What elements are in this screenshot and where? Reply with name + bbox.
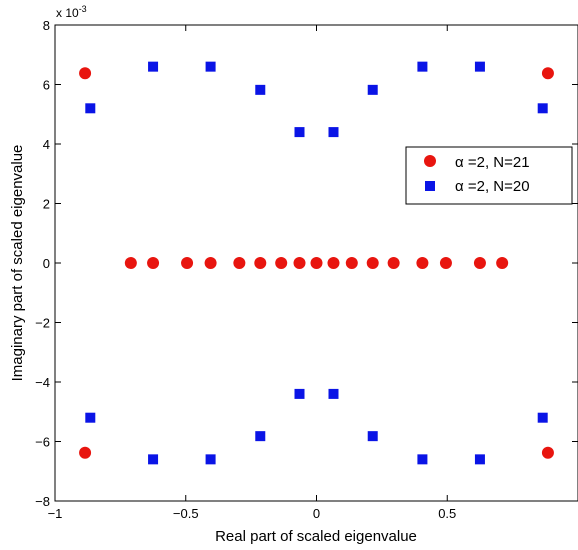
axes: −1 −0.5 0 0.5 −8 −6 −4 −2 0 2 4 6 8: [35, 18, 578, 521]
y-tick-label: −6: [35, 435, 50, 450]
data-point-circle-0: [275, 257, 288, 269]
data-point-circle-0: [204, 257, 217, 269]
data-point-square-1: [294, 388, 305, 399]
data-point-circle-0: [366, 257, 379, 269]
x-axis-label: Real part of scaled eigenvalue: [215, 528, 417, 545]
y-tick-label: −2: [35, 316, 50, 331]
data-point-square-1: [255, 84, 266, 95]
data-point-circle-0: [147, 257, 160, 269]
data-point-square-1: [474, 454, 485, 465]
x-tick-label: 0: [313, 506, 320, 521]
data-point-circle-0: [254, 257, 267, 269]
data-point-square-1: [148, 61, 159, 72]
data-point-circle-0: [345, 257, 358, 269]
y-tick-label: 0: [43, 256, 50, 271]
data-point-square-1: [205, 61, 216, 72]
data-point-circle-0: [124, 257, 137, 269]
y-exponent-label: x 10-3: [56, 4, 87, 20]
data-point-square-1: [417, 454, 428, 465]
data-point-circle-0: [416, 257, 429, 269]
data-point-square-1: [537, 412, 548, 423]
data-point-square-1: [205, 454, 216, 465]
legend-label-n20: α =2, N=20: [455, 178, 530, 195]
data-point-circle-0: [439, 257, 452, 269]
data-point-square-1: [328, 388, 339, 399]
data-point-circle-0: [541, 67, 554, 80]
data-point-circle-0: [387, 257, 400, 269]
data-point-square-1: [85, 103, 96, 114]
y-axis-label: Imaginary part of scaled eigenvalue: [9, 145, 26, 382]
legend-label-n21: α =2, N=21: [455, 154, 530, 171]
x-tick-label: 0.5: [438, 506, 456, 521]
data-point-circle-0: [233, 257, 246, 269]
data-point-square-1: [85, 412, 96, 423]
data-point-circle-0: [496, 257, 509, 269]
y-tick-label: 6: [43, 78, 50, 93]
data-point-circle-0: [181, 257, 194, 269]
data-point-square-1: [294, 127, 305, 138]
data-point-circle-0: [473, 257, 486, 269]
y-tick-label: 4: [43, 137, 50, 152]
data-point-circle-0: [79, 446, 92, 459]
plot-frame: [54, 24, 578, 502]
x-tick-label: −1: [48, 506, 63, 521]
data-point-square-1: [328, 127, 339, 138]
data-point-square-1: [148, 454, 159, 465]
legend-marker-square: [425, 181, 435, 191]
data-point-circle-0: [79, 67, 92, 80]
legend-marker-circle: [424, 155, 436, 167]
data-point-square-1: [537, 103, 548, 114]
data-point-square-1: [255, 431, 266, 442]
data-point-circle-0: [293, 257, 306, 269]
data-point-circle-0: [541, 446, 554, 459]
y-tick-label: 8: [43, 18, 50, 33]
data-point-square-1: [417, 61, 428, 72]
data-point-square-1: [474, 61, 485, 72]
y-tick-label: −8: [35, 494, 50, 509]
y-tick-label: 2: [43, 197, 50, 212]
data-point-square-1: [367, 431, 378, 442]
data-point-circle-0: [327, 257, 340, 269]
data-marks: [79, 61, 554, 465]
x-tick-label: −0.5: [173, 506, 199, 521]
y-tick-label: −4: [35, 375, 50, 390]
data-point-square-1: [367, 84, 378, 95]
data-point-circle-0: [310, 257, 323, 269]
legend: α =2, N=21 α =2, N=20: [405, 146, 573, 205]
